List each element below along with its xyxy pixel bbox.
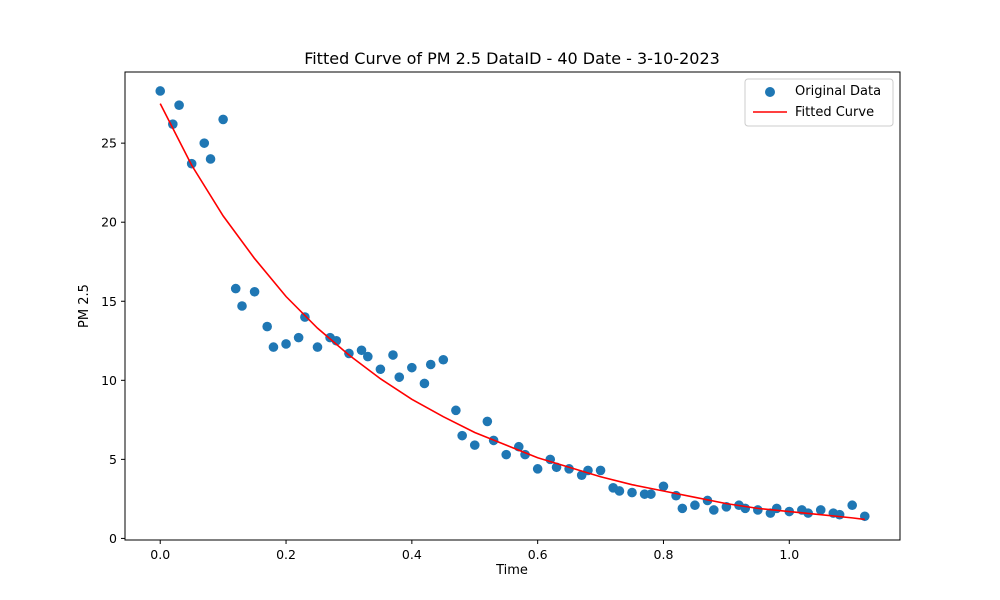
scatter-point — [199, 138, 210, 148]
legend-marker-original-data — [765, 87, 775, 97]
scatter-point — [753, 505, 763, 515]
scatter-point — [451, 405, 461, 416]
y-tick-label: 10 — [101, 373, 117, 388]
x-tick-label: 0.4 — [402, 547, 422, 562]
legend: Original Data Fitted Curve — [744, 78, 894, 127]
scatter-point — [614, 486, 625, 496]
y-axis-title: PM 2.5 — [77, 284, 92, 328]
scatter-point — [363, 351, 373, 362]
scatter-point — [771, 503, 782, 514]
x-axis-title: Time — [495, 563, 528, 578]
scatter-point — [168, 119, 178, 129]
scatter-point — [847, 500, 857, 511]
scatter-point — [230, 283, 241, 294]
x-axis: 0.0 0.2 0.4 0.6 0.8 1.0 — [150, 540, 799, 562]
scatter-point — [262, 321, 272, 332]
x-tick-label: 0.2 — [276, 547, 296, 562]
scatter-point — [438, 354, 449, 365]
scatter-point — [690, 500, 700, 511]
scatter-point — [834, 509, 845, 520]
scatter-point — [677, 503, 688, 514]
series-layer — [155, 86, 870, 522]
legend-label-fitted-curve: Fitted Curve — [795, 105, 874, 120]
scatter-point — [249, 286, 260, 297]
scatter-point — [388, 350, 398, 360]
y-tick-label: 15 — [101, 294, 117, 309]
y-tick-label: 0 — [109, 531, 117, 546]
scatter-point — [205, 154, 216, 164]
fitted-curve-line — [159, 103, 865, 521]
scatter-point — [394, 372, 405, 382]
y-axis: 0 5 10 15 20 25 — [101, 136, 125, 546]
x-tick-label: 0.6 — [528, 547, 548, 562]
scatter-point — [457, 430, 467, 441]
scatter-point — [268, 342, 279, 352]
scatter-point — [293, 332, 304, 343]
scatter-point — [237, 301, 247, 311]
scatter-point — [312, 342, 323, 352]
scatter-point — [155, 86, 166, 96]
chart-title: Fitted Curve of PM 2.5 DataID - 40 Date … — [304, 49, 720, 68]
x-tick-label: 0.8 — [654, 547, 674, 562]
plot-frame — [124, 71, 901, 541]
x-tick-label: 1.0 — [779, 547, 799, 562]
scatter-point — [501, 449, 512, 460]
scatter-point — [469, 440, 480, 450]
scatter-point — [532, 464, 543, 474]
scatter-point — [627, 487, 637, 498]
scatter-point — [419, 378, 430, 389]
legend-box — [744, 78, 894, 127]
scatter-point — [815, 505, 826, 515]
y-tick-label: 25 — [101, 136, 117, 151]
scatter-point — [425, 359, 436, 370]
scatter-point — [300, 312, 310, 322]
scatter-point — [174, 100, 184, 111]
scatter-point — [375, 364, 386, 375]
scatter-point — [646, 489, 656, 499]
legend-label-original-data: Original Data — [795, 84, 881, 99]
y-tick-label: 5 — [109, 452, 117, 467]
scatter-point — [356, 345, 367, 356]
scatter-point — [281, 339, 291, 349]
scatter-point — [595, 465, 606, 476]
scatter-point — [407, 362, 417, 373]
scatter-point — [740, 503, 751, 514]
scatter-point — [218, 114, 228, 125]
y-tick-label: 20 — [101, 215, 117, 230]
scatter-point — [658, 481, 669, 492]
scatter-point — [708, 505, 719, 515]
x-tick-label: 0.0 — [150, 547, 170, 562]
scatter-point — [482, 416, 493, 427]
